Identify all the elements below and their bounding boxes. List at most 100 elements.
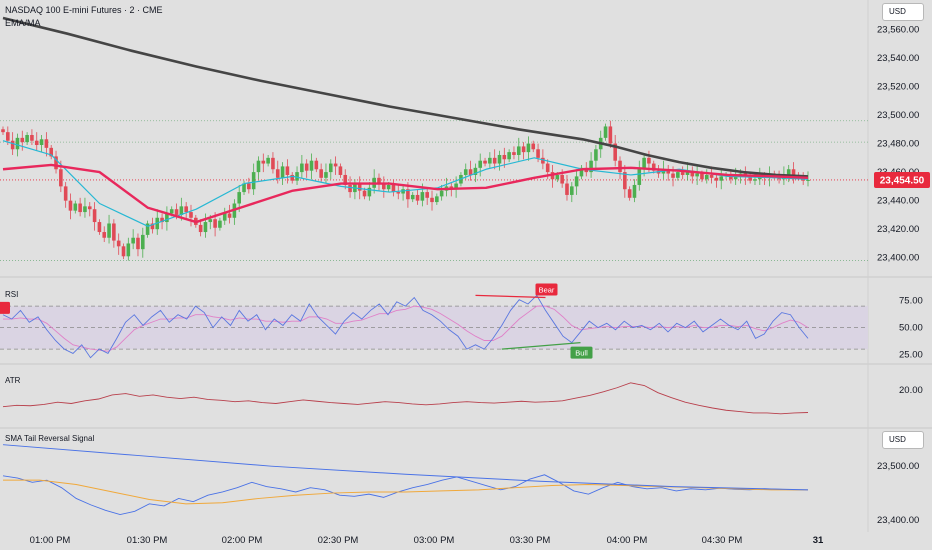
indicator-label-ema-ma[interactable]: EMA/MA (5, 18, 41, 28)
signal-orange-line (3, 479, 808, 505)
candle (63, 182, 68, 208)
candle-body (430, 197, 434, 203)
candle-body (285, 166, 290, 175)
candle-body (526, 143, 531, 153)
candle (343, 169, 348, 190)
candle-body (729, 174, 733, 180)
candle-body (102, 232, 107, 238)
candle (266, 154, 270, 167)
candle-body (753, 179, 757, 181)
candle-body (54, 156, 58, 170)
candle-body (719, 176, 724, 181)
candle (613, 135, 617, 167)
candle (377, 173, 381, 191)
divergence-line (501, 342, 581, 350)
candle-body (87, 206, 92, 210)
atr-pane-label[interactable]: ATR (5, 376, 21, 385)
candle-body (213, 219, 217, 228)
candle-body (348, 184, 352, 193)
candle (627, 186, 632, 201)
candle (242, 180, 246, 195)
symbol-title[interactable]: NASDAQ 100 E-mini Futures · 2 · CME (5, 5, 163, 15)
candle-body (695, 173, 699, 177)
rsi-pane-label[interactable]: RSI (5, 290, 19, 299)
ma-slow-line (2, 16, 809, 178)
candle (680, 166, 685, 180)
candle (690, 166, 695, 184)
candle (623, 164, 627, 198)
currency-selector-main[interactable]: USD (882, 3, 924, 21)
candle-body (251, 172, 256, 190)
candle (594, 144, 598, 168)
candle (275, 160, 280, 184)
candle (714, 173, 719, 188)
candle (454, 176, 458, 198)
candle (632, 179, 637, 203)
candle (198, 219, 203, 237)
candle-body (492, 157, 497, 164)
candle-body (786, 169, 791, 175)
candle (314, 157, 319, 173)
candle (145, 220, 150, 238)
candle (391, 179, 396, 197)
time-tick-label: 02:00 PM (222, 535, 263, 546)
candle-body (126, 243, 131, 257)
candle-body (382, 183, 386, 190)
candle-body (290, 174, 295, 181)
candle (256, 156, 261, 180)
candle-body (136, 237, 140, 250)
candle-body (179, 206, 184, 215)
candle (49, 144, 54, 160)
candle-body (44, 139, 49, 148)
candle-body (545, 163, 550, 173)
candle-body (357, 183, 362, 191)
candle-body (165, 213, 169, 223)
candle-body (676, 172, 680, 178)
candle-body (613, 143, 617, 161)
price-tick-label: 23,540.00 (877, 53, 919, 64)
candle-body (377, 177, 381, 184)
candle-body (49, 147, 54, 157)
candle-body (362, 190, 367, 197)
candle-body (439, 190, 444, 197)
candle-body (237, 192, 241, 204)
candle-body (704, 174, 709, 180)
candle-body (218, 220, 222, 228)
candle-body (328, 163, 333, 173)
rsi-tick-label: 50.00 (899, 323, 923, 334)
price-tick-label: 23,400.00 (877, 253, 919, 264)
candle-body (541, 157, 545, 164)
candle-body (300, 163, 304, 173)
divergence-tag-clipped (0, 301, 10, 314)
candle-body (632, 184, 637, 198)
candle-body (107, 223, 111, 238)
candle-body (463, 169, 468, 175)
signal-pane-label[interactable]: SMA Tail Reversal Signal (5, 434, 95, 443)
candle-body (39, 139, 44, 145)
candle-body (671, 173, 675, 178)
candle (357, 176, 362, 200)
candle-body (266, 157, 270, 164)
candle (488, 152, 492, 168)
candle-body (343, 174, 348, 185)
candle-body (203, 222, 208, 233)
candle (251, 163, 256, 195)
candle-body (338, 166, 343, 175)
candle (87, 202, 92, 217)
currency-selector-lower[interactable]: USD (882, 431, 924, 449)
candle (78, 197, 82, 217)
candle-body (700, 173, 704, 180)
candle (468, 160, 473, 181)
candle-body (261, 160, 266, 164)
candle-body (59, 169, 63, 187)
candle (637, 160, 642, 191)
candle-body (169, 209, 174, 214)
divergence-tag (535, 283, 558, 296)
divergence-tag (570, 346, 593, 359)
rsi-tick-label: 25.00 (899, 349, 923, 360)
candle-body (391, 184, 396, 193)
candle (304, 159, 309, 178)
candle-body (420, 192, 425, 201)
candle (338, 163, 343, 178)
